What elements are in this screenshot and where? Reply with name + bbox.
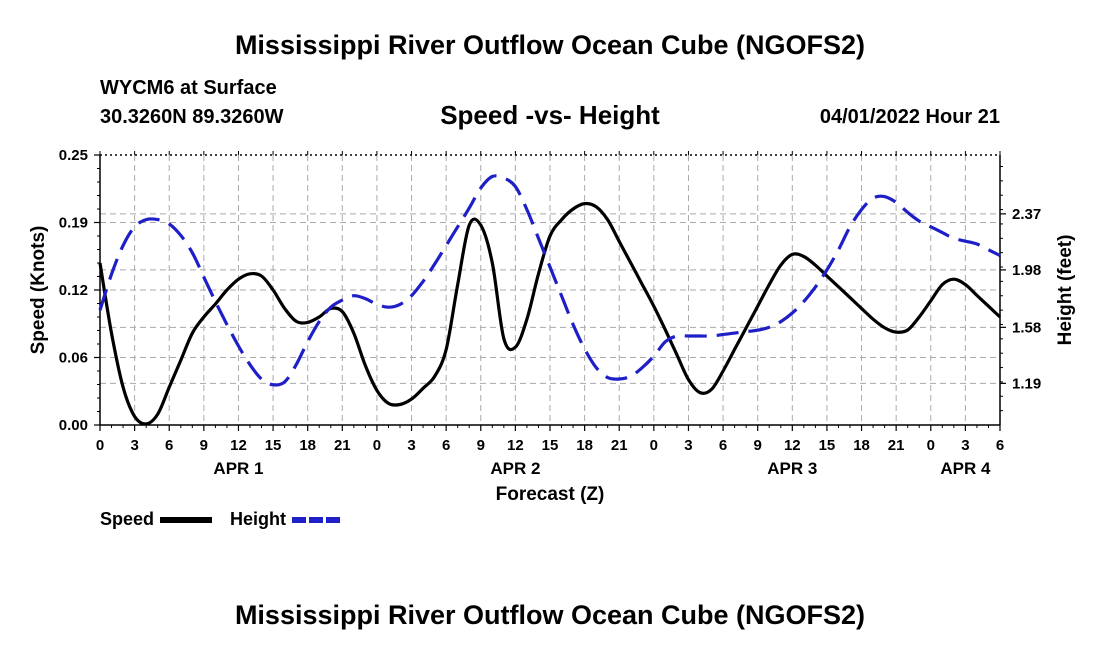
x-axis-title: Forecast (Z) <box>496 484 605 505</box>
x-tick-label: 21 <box>888 437 905 454</box>
x-tick-label: 18 <box>853 437 870 454</box>
x-tick-label: 0 <box>96 437 104 454</box>
x-tick-label: 0 <box>927 437 935 454</box>
x-tick-label: 18 <box>576 437 593 454</box>
date-label: APR 4 <box>940 459 991 478</box>
x-tick-label: 0 <box>373 437 381 454</box>
y2-tick-label: 1.98 <box>1012 262 1041 279</box>
grid-lines <box>100 155 1000 425</box>
x-tick-label: 6 <box>165 437 173 454</box>
legend-height-label: Height <box>230 509 286 529</box>
timestamp-label: 04/01/2022 Hour 21 <box>819 106 1000 128</box>
y-tick-label: 0.12 <box>59 282 88 299</box>
x-tick-label: 3 <box>130 437 138 454</box>
chart-subtitle: Speed -vs- Height <box>440 100 660 130</box>
x-tick-label: 9 <box>754 437 762 454</box>
x-tick-label: 21 <box>334 437 351 454</box>
y2-tick-label: 2.37 <box>1012 206 1041 223</box>
date-label: APR 3 <box>767 459 817 478</box>
chart-title: Mississippi River Outflow Ocean Cube (NG… <box>234 30 866 60</box>
x-tick-label: 15 <box>819 437 836 454</box>
x-tick-label: 15 <box>265 437 282 454</box>
series-line-height <box>98 174 1001 387</box>
date-label: APR 2 <box>490 459 540 478</box>
x-tick-label: 21 <box>611 437 628 454</box>
x-tick-label: 0 <box>650 437 658 454</box>
y-tick-label: 0.06 <box>59 350 88 367</box>
y-tick-label: 0.25 <box>59 147 88 164</box>
x-tick-label: 12 <box>507 437 524 454</box>
footer-title: Mississippi River Outflow Ocean Cube (NG… <box>234 600 866 630</box>
y2-tick-label: 1.58 <box>1012 319 1041 336</box>
axes <box>94 151 1006 431</box>
series-layer <box>98 174 1002 426</box>
tick-labels: 0 3 6 9 12 15 18 21 0 3 6 9 12 15 18 21 0 3 6 9 12 15 18 21 0 3 6 0… <box>28 147 1076 505</box>
date-label: APR 1 <box>213 459 263 478</box>
x-tick-label: 12 <box>784 437 801 454</box>
x-tick-label: 6 <box>996 437 1004 454</box>
x-tick-label: 9 <box>200 437 208 454</box>
y-axis-title: Speed (Knots) <box>28 226 49 355</box>
x-tick-label: 3 <box>684 437 692 454</box>
x-tick-label: 12 <box>230 437 247 454</box>
station-label: WYCM6 at Surface <box>100 77 277 99</box>
y2-tick-label: 1.19 <box>1012 375 1041 392</box>
legend-speed-label: Speed <box>100 509 155 529</box>
series-line-speed <box>98 201 1002 426</box>
x-tick-label: 15 <box>542 437 559 454</box>
x-tick-label: 3 <box>961 437 969 454</box>
coordinates-label: 30.3260N 89.3260W <box>100 106 284 128</box>
y-tick-label: 0.19 <box>59 215 88 232</box>
x-tick-label: 3 <box>407 437 415 454</box>
x-tick-label: 6 <box>719 437 727 454</box>
y2-axis-title: Height (feet) <box>1055 235 1076 346</box>
x-tick-label: 18 <box>299 437 316 454</box>
x-tick-label: 6 <box>442 437 450 454</box>
x-tick-label: 9 <box>477 437 485 454</box>
y-tick-label: 0.00 <box>59 417 88 434</box>
